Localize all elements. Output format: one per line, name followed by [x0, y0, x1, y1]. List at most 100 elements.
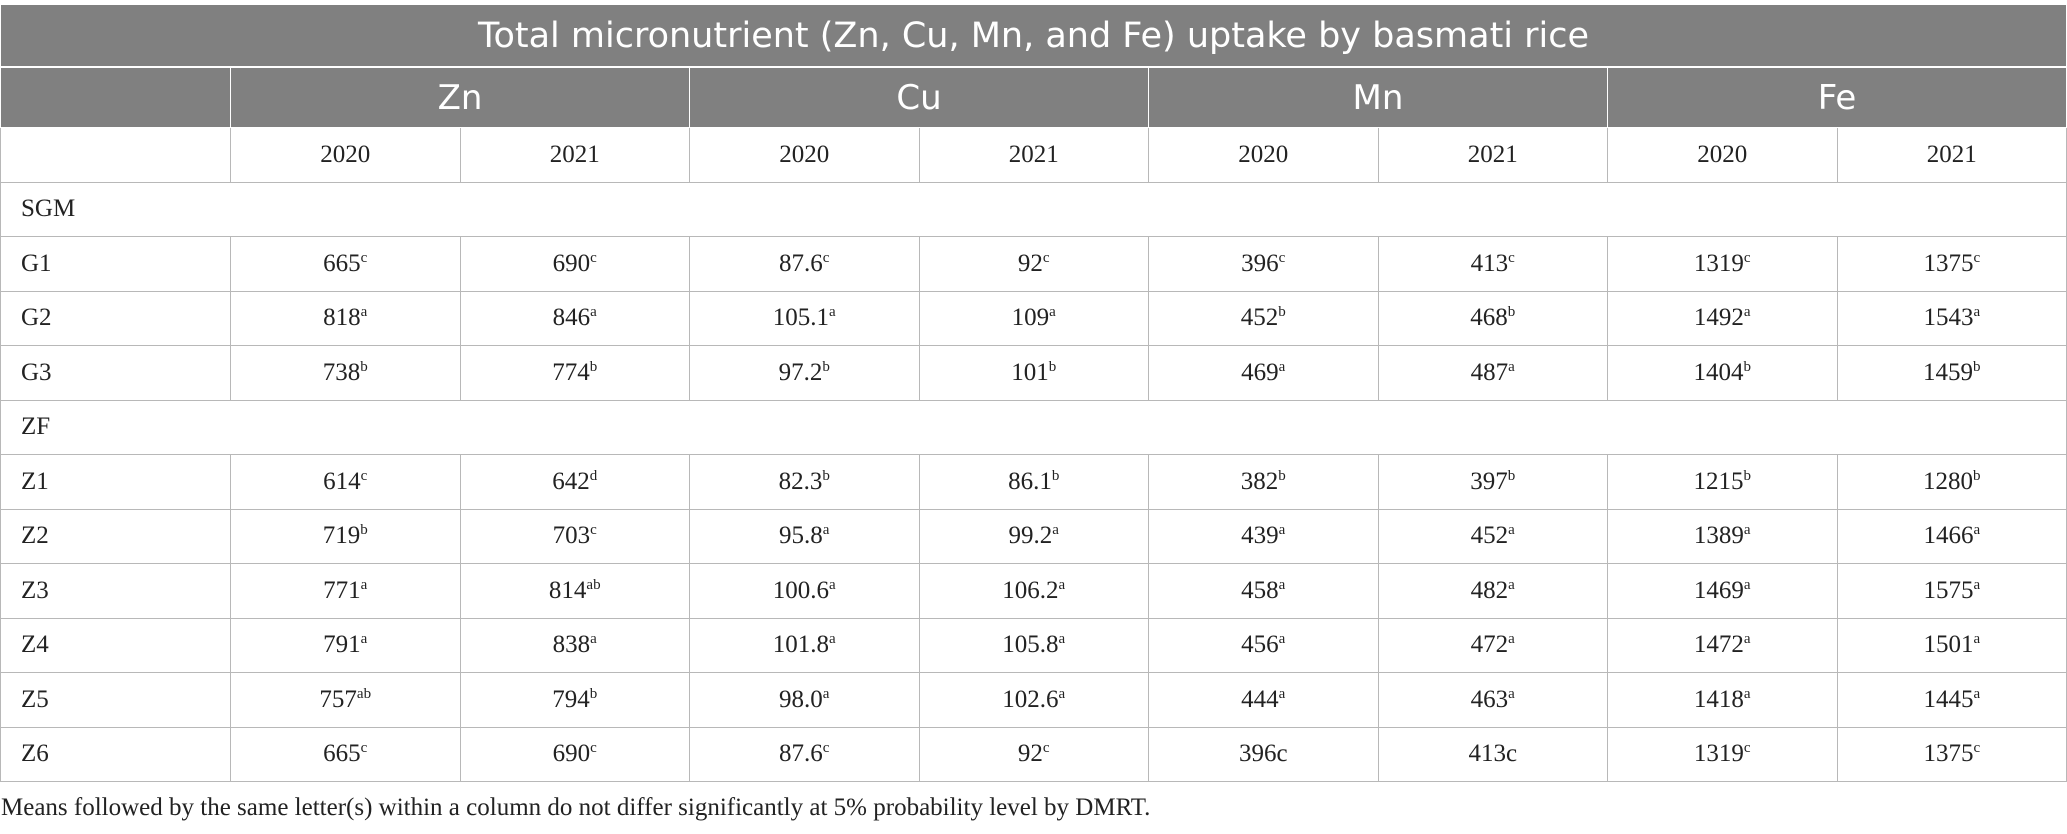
significance-letter: c: [590, 740, 597, 757]
significance-letter: a: [1049, 304, 1056, 321]
table-cell: 92c: [918, 236, 1149, 292]
cell-value: 665: [323, 249, 361, 277]
row-label: Z5: [0, 672, 231, 728]
cell-value: 1375: [1923, 740, 1974, 768]
significance-letter: a: [1508, 522, 1515, 539]
table-cell: 101b: [918, 345, 1149, 401]
cell-value: 469: [1241, 358, 1279, 386]
table-cell: 102.6a: [918, 672, 1149, 728]
cell-value: 95.8: [779, 522, 823, 550]
significance-letter: a: [1743, 522, 1751, 539]
cell-value: 1319: [1693, 249, 1744, 277]
table-cell: 642d: [459, 454, 690, 510]
table-cell: 469a: [1148, 345, 1379, 401]
cell-value: 82.3: [778, 467, 823, 495]
cell-value: 102.6: [1002, 685, 1059, 713]
table-cell: 452b: [1148, 290, 1379, 346]
cell-value: 1389: [1693, 522, 1744, 550]
significance-letter: c: [1973, 249, 1981, 266]
cell-value: 396c: [1238, 740, 1288, 768]
table-cell: 738b: [230, 345, 461, 401]
cell-value: 791: [323, 631, 361, 659]
table-cell: 444a: [1148, 672, 1379, 728]
cell-value: 1469: [1693, 576, 1744, 604]
table-cell: 456a: [1148, 617, 1379, 673]
significance-letter: b: [1278, 467, 1286, 484]
table-cell: 1459b: [1836, 345, 2067, 401]
section-label: SGM: [0, 181, 2067, 237]
table-cell: 719b: [230, 508, 461, 564]
significance-letter: d: [589, 467, 598, 484]
cell-value: 690: [552, 740, 591, 768]
year-header: 2021: [459, 127, 690, 183]
significance-letter: a: [360, 631, 368, 648]
row-label: Z2: [0, 508, 231, 564]
cell-value: 87.6: [779, 249, 823, 277]
table-cell: 397b: [1377, 454, 1608, 510]
cell-value: 1375: [1923, 249, 1974, 277]
significance-letter: b: [589, 685, 598, 702]
significance-letter: a: [1508, 685, 1515, 702]
cell-value: 396: [1241, 249, 1279, 277]
table-cell: 1375c: [1836, 236, 2067, 292]
table-row: Z6 665c 690c 87.6c 92c 396c 413c 1319c 1375c: [0, 726, 2067, 782]
significance-letter: b: [1973, 467, 1981, 484]
table-cell: 838a: [459, 617, 690, 673]
table-row: Z3 771a 814ab 100.6a 106.2a 458a 482a 1469a 1575…: [0, 563, 2067, 619]
year-header: 2021: [918, 127, 1149, 183]
cell-value: 109: [1011, 304, 1050, 332]
table-cell: 98.0a: [689, 672, 920, 728]
cell-value: 838: [552, 631, 591, 659]
table-cell: 95.8a: [689, 508, 920, 564]
table-footnote: Means followed by the same letter(s) wit…: [1, 794, 1151, 821]
table-cell: 468b: [1377, 290, 1608, 346]
cell-value: 774: [552, 358, 590, 386]
section-row: SGM: [0, 181, 2067, 237]
cell-value: 487: [1470, 358, 1509, 386]
significance-letter: b: [822, 467, 830, 484]
significance-letter: b: [1507, 304, 1516, 321]
group-header-mn: Mn: [1148, 67, 1608, 128]
table-cell: 1375c: [1836, 726, 2067, 782]
significance-letter: a: [360, 304, 368, 321]
cell-value: 92: [1017, 249, 1043, 277]
significance-letter: b: [822, 358, 830, 375]
table-cell: 771a: [230, 563, 461, 619]
significance-letter: a: [1743, 631, 1751, 648]
cell-value: 105.8: [1002, 631, 1059, 659]
significance-letter: a: [829, 631, 836, 648]
table-cell: 814ab: [459, 563, 690, 619]
cell-value: 444: [1241, 685, 1279, 713]
table-cell: 1472a: [1607, 617, 1838, 673]
cell-value: 1492: [1693, 304, 1744, 332]
cell-value: 1501: [1923, 631, 1974, 659]
cell-value: 92: [1017, 740, 1043, 768]
title-row: Total micronutrient (Zn, Cu, Mn, and Fe)…: [0, 4, 2067, 68]
row-label: Z3: [0, 563, 231, 619]
table-cell: 487a: [1377, 345, 1608, 401]
table-row: G2 818a 846a 105.1a 109a 452b 468b 1492a 1543a: [0, 290, 2067, 346]
significance-letter: c: [1042, 740, 1050, 757]
significance-letter: b: [1743, 358, 1752, 375]
group-header-fe: Fe: [1606, 67, 2067, 128]
table-cell: 100.6a: [689, 563, 920, 619]
significance-letter: a: [1052, 522, 1059, 539]
table-row: Z5 757ab 794b 98.0a 102.6a 444a 463a 1418a 1445a: [0, 672, 2067, 728]
table-cell: 482a: [1377, 563, 1608, 619]
table-cell: 1404b: [1607, 345, 1838, 401]
table-cell: 703c: [459, 508, 690, 564]
significance-letter: a: [1508, 631, 1515, 648]
significance-letter: a: [1973, 522, 1981, 539]
table-cell: 106.2a: [918, 563, 1149, 619]
significance-letter: c: [1743, 249, 1751, 266]
table-cell: 97.2b: [689, 345, 920, 401]
table-cell: 846a: [459, 290, 690, 346]
cell-value: 794: [552, 685, 590, 713]
table-cell: 1469a: [1607, 563, 1838, 619]
table-cell: 109a: [918, 290, 1149, 346]
cell-value: 1466: [1923, 522, 1974, 550]
table-cell: 1215b: [1607, 454, 1838, 510]
cell-value: 1280: [1923, 467, 1974, 495]
significance-letter: a: [1973, 304, 1981, 321]
significance-letter: b: [1743, 467, 1752, 484]
